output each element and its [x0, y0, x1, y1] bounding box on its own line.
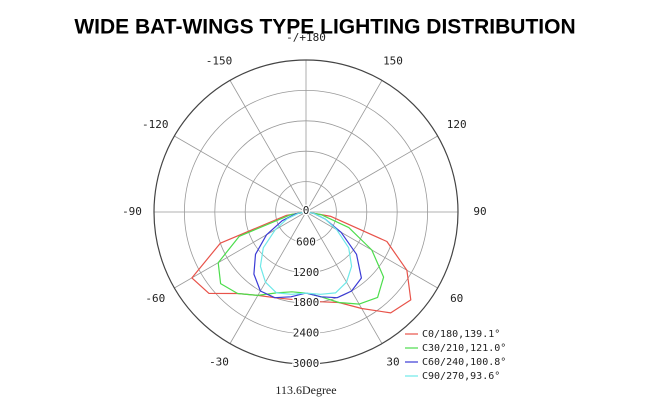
- grid-circle: [275, 181, 337, 243]
- series-line: [191, 211, 412, 314]
- grid-spoke: [229, 80, 307, 213]
- angle-label: -/+180: [286, 31, 326, 44]
- angle-label: -120: [142, 118, 169, 131]
- series-line: [217, 211, 385, 305]
- grid-spoke: [305, 80, 383, 213]
- radial-tick-label: 1800: [293, 296, 320, 309]
- angle-label: -150: [206, 54, 233, 67]
- grid-circle: [244, 150, 368, 274]
- grid-spoke: [174, 135, 307, 213]
- angle-label: -30: [209, 356, 229, 369]
- legend-label: C0/180,139.1°: [422, 329, 500, 340]
- radial-tick-label: 1200: [293, 266, 320, 279]
- radial-tick-label: 3000: [293, 357, 320, 370]
- grid-spoke: [305, 135, 438, 213]
- angle-label: -90: [122, 205, 142, 218]
- legend-label: C30/210,121.0°: [422, 343, 506, 354]
- angle-label: -60: [145, 292, 165, 305]
- legend-label: C60/240,100.8°: [422, 357, 506, 368]
- annotation: 113.6Degree: [275, 383, 336, 397]
- grid-spoke: [305, 211, 383, 344]
- grid-spoke: [174, 211, 307, 289]
- legend-label: C90/270,93.6°: [422, 371, 500, 382]
- angle-label: 60: [450, 292, 463, 305]
- series-line: [253, 211, 362, 299]
- grid-circle: [153, 59, 459, 365]
- angle-label: 90: [473, 205, 486, 218]
- angle-label: 30: [386, 356, 399, 369]
- radial-tick-label: 0: [303, 204, 310, 217]
- angle-label: 150: [383, 54, 403, 67]
- radial-tick-label: 600: [296, 235, 316, 248]
- series-line: [259, 211, 353, 295]
- chart-title: WIDE BAT-WINGS TYPE LIGHTING DISTRIBUTIO…: [74, 16, 575, 39]
- grid-circle: [183, 90, 428, 334]
- angle-label: 120: [447, 118, 467, 131]
- grid-circle: [214, 120, 398, 304]
- grid-spoke: [229, 211, 307, 344]
- radial-tick-label: 2400: [293, 327, 320, 340]
